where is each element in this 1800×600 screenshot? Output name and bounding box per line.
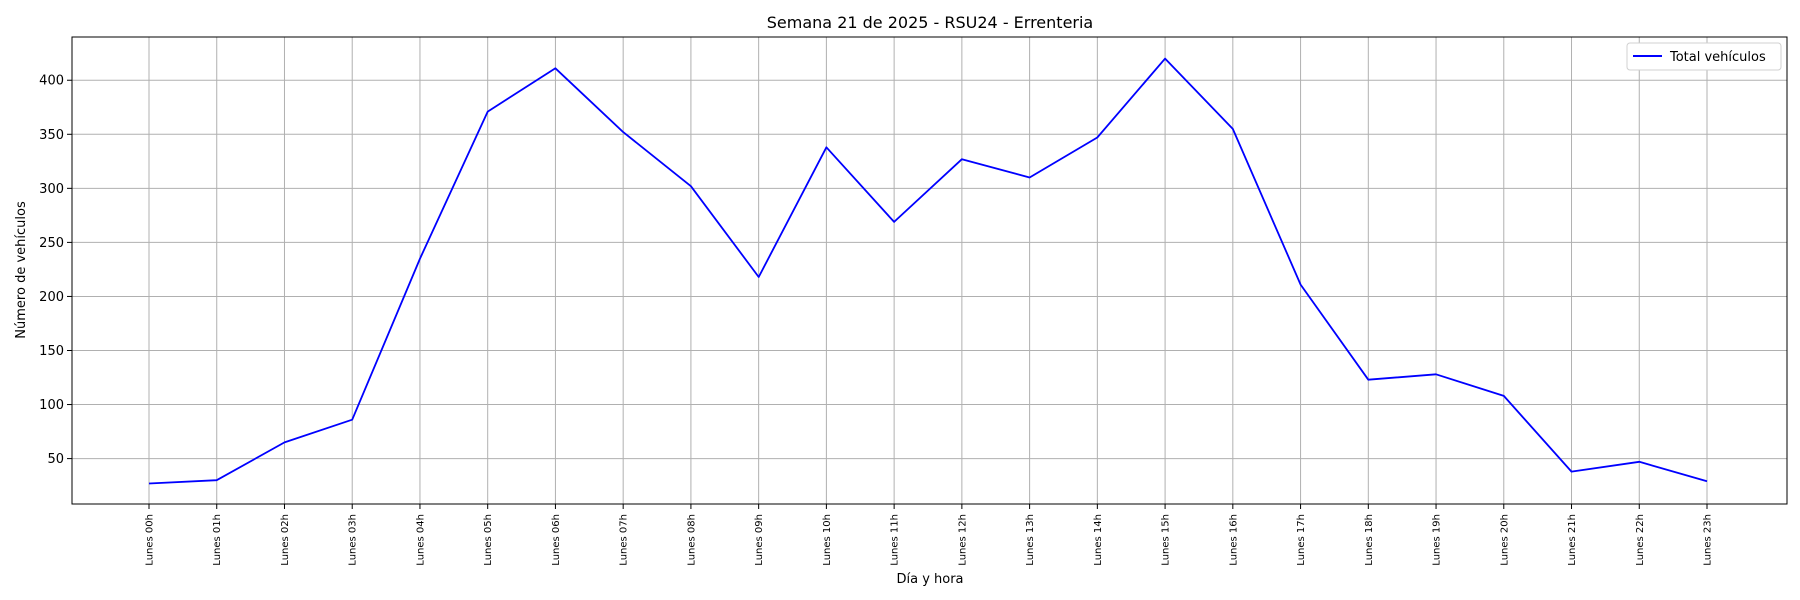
- x-tick-label: Lunes 01h: [212, 514, 223, 566]
- y-tick-label: 400: [39, 74, 64, 89]
- x-tick-label: Lunes 17h: [1296, 514, 1307, 566]
- x-tick-label: Lunes 13h: [1025, 514, 1036, 566]
- x-tick-label: Lunes 20h: [1499, 514, 1510, 566]
- x-tick-label: Lunes 08h: [686, 514, 697, 566]
- legend-label-total-vehiculos: Total vehículos: [1669, 50, 1766, 65]
- x-tick-label: Lunes 22h: [1635, 514, 1646, 566]
- y-tick-label: 200: [39, 290, 64, 305]
- x-tick-label: Lunes 19h: [1432, 514, 1443, 566]
- y-tick-label: 350: [39, 128, 64, 143]
- y-tick-label: 300: [39, 182, 64, 197]
- chart-title: Semana 21 de 2025 - RSU24 - Errenteria: [767, 13, 1093, 32]
- x-tick-label: Lunes 11h: [890, 514, 901, 566]
- y-axis-label: Número de vehículos: [14, 201, 29, 339]
- x-tick-label: Lunes 04h: [415, 514, 426, 566]
- series-layer: [148, 57, 1708, 485]
- plot-frame: [71, 36, 1788, 505]
- x-tick-label: Lunes 10h: [822, 514, 833, 566]
- x-tick-label: Lunes 16h: [1228, 514, 1239, 566]
- legend-box: [1626, 42, 1782, 71]
- x-tick-label: Lunes 21h: [1567, 514, 1578, 566]
- x-tick-label: Lunes 23h: [1703, 514, 1714, 566]
- x-tick-label: Lunes 14h: [1093, 514, 1104, 566]
- x-tick-label: Lunes 09h: [754, 514, 765, 566]
- x-tick-label: Lunes 00h: [145, 514, 156, 566]
- x-tick-label: Lunes 12h: [957, 514, 968, 566]
- tick-layer: Lunes 00h Lunes 01h Lunes 02h Lunes 03h Lune…: [39, 74, 1713, 566]
- x-tick-label: Lunes 18h: [1364, 514, 1375, 566]
- x-tick-label: Lunes 02h: [280, 514, 291, 566]
- y-tick-label: 50: [47, 452, 64, 467]
- x-axis-label: Día y hora: [896, 572, 963, 587]
- x-tick-label: Lunes 07h: [619, 514, 630, 566]
- legend: Total vehículos: [1626, 42, 1782, 71]
- x-tick-label: Lunes 15h: [1161, 514, 1172, 566]
- y-tick-label: 150: [39, 344, 64, 359]
- y-tick-label: 100: [39, 398, 64, 413]
- x-tick-label: Lunes 03h: [348, 514, 359, 566]
- x-tick-label: Lunes 06h: [551, 514, 562, 566]
- series-line-total-vehiculos: [148, 57, 1708, 485]
- y-tick-label: 250: [39, 236, 64, 251]
- grid-layer: [72, 37, 1787, 504]
- x-tick-label: Lunes 05h: [483, 514, 494, 566]
